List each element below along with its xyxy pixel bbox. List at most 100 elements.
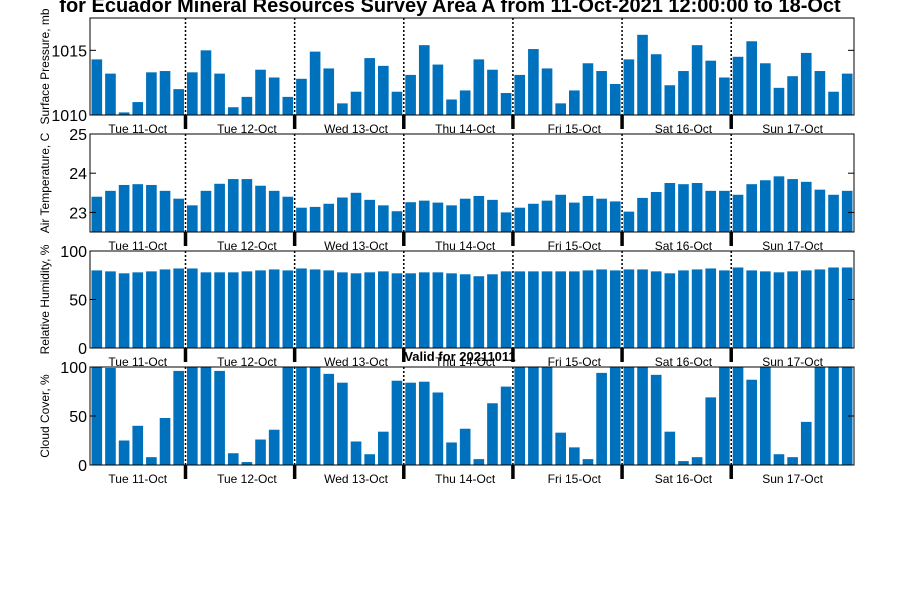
chart-bar bbox=[773, 176, 785, 232]
chart-bar bbox=[664, 85, 676, 115]
chart-panels: 1010 1015 Tue 11-Oct Tue 12-Oct Wed 13-Oct Th… bbox=[38, 8, 855, 486]
chart-bar bbox=[459, 428, 471, 465]
chart-bar bbox=[268, 269, 280, 348]
chart-bar bbox=[418, 200, 430, 232]
chart-bar bbox=[664, 431, 676, 465]
chart-bar bbox=[159, 417, 171, 465]
chart-bar bbox=[582, 459, 594, 465]
chart-bar bbox=[500, 212, 512, 232]
chart-bar bbox=[814, 269, 826, 348]
chart-bar bbox=[227, 107, 239, 115]
chart-bar bbox=[391, 380, 403, 465]
y-tick-label: 0 bbox=[78, 458, 87, 475]
chart-bar bbox=[200, 367, 212, 465]
chart-bar bbox=[841, 367, 853, 465]
chart-bar bbox=[719, 190, 730, 232]
chart-bar bbox=[173, 268, 184, 348]
chart-bar bbox=[555, 432, 566, 465]
x-day-label: Sat 16-Oct bbox=[655, 472, 713, 486]
chart-bar bbox=[268, 429, 280, 465]
chart-bar bbox=[650, 192, 662, 232]
chart-bar bbox=[159, 190, 171, 232]
chart-bar bbox=[609, 201, 621, 232]
x-day-label: Sun 17-Oct bbox=[762, 122, 823, 136]
chart-bar bbox=[337, 103, 348, 115]
x-day-label: Tue 11-Oct bbox=[108, 355, 167, 369]
chart-bar bbox=[800, 52, 812, 115]
x-day-label: Sun 17-Oct bbox=[762, 472, 823, 486]
y-axis-label: Surface Pressure, mb bbox=[38, 8, 52, 124]
x-day-label: Thu 14-Oct bbox=[435, 239, 496, 253]
chart-bar bbox=[528, 367, 539, 465]
chart-bar bbox=[432, 392, 444, 465]
chart-bar bbox=[296, 367, 307, 465]
chart-bar bbox=[446, 273, 457, 348]
chart-bar bbox=[760, 63, 771, 115]
chart-bar bbox=[255, 69, 266, 115]
chart-panel: 0 50 100 Tue 11-Oct Tue 12-Oct Wed 13-Oct Thu … bbox=[38, 244, 855, 369]
x-day-label: Sat 16-Oct bbox=[655, 122, 713, 136]
chart-bar bbox=[814, 189, 826, 232]
chart-bar bbox=[678, 461, 689, 465]
chart-bar bbox=[159, 71, 171, 115]
chart-bar bbox=[146, 457, 157, 465]
y-tick-label: 1010 bbox=[51, 108, 87, 125]
chart-bar bbox=[350, 192, 362, 232]
chart-bar bbox=[678, 71, 689, 115]
chart-bar bbox=[405, 202, 416, 232]
chart-bar bbox=[609, 270, 621, 348]
chart-bar bbox=[432, 64, 444, 115]
chart-bar bbox=[378, 271, 389, 348]
chart-bar bbox=[473, 276, 485, 348]
chart-bar bbox=[569, 202, 580, 232]
chart-bar bbox=[555, 271, 566, 348]
chart-bar bbox=[678, 184, 689, 232]
chart-bar bbox=[760, 180, 771, 232]
chart-bar bbox=[91, 196, 103, 232]
y-axis-label: Cloud Cover, % bbox=[38, 374, 52, 458]
chart-bar bbox=[418, 381, 430, 465]
chart-bar bbox=[623, 59, 635, 115]
chart-bar bbox=[323, 203, 335, 232]
chart-bar bbox=[596, 198, 607, 232]
chart-bar bbox=[814, 71, 826, 115]
chart-bar bbox=[678, 270, 689, 348]
chart-bar bbox=[364, 199, 375, 232]
chart-bar bbox=[487, 199, 498, 232]
chart-bar bbox=[309, 51, 321, 115]
chart-bar bbox=[241, 462, 253, 465]
chart-bar bbox=[623, 269, 635, 348]
chart-bar bbox=[637, 269, 648, 348]
chart-bar bbox=[323, 373, 335, 465]
figure-title: for Ecuador Mineral Resources Survey Are… bbox=[59, 0, 841, 17]
chart-bar bbox=[350, 273, 362, 348]
chart-bar bbox=[173, 198, 184, 232]
chart-bar bbox=[309, 206, 321, 232]
x-day-label: Fri 15-Oct bbox=[548, 122, 602, 136]
chart-bar bbox=[528, 203, 539, 232]
chart-bar bbox=[391, 91, 403, 115]
x-day-label: Wed 13-Oct bbox=[324, 472, 388, 486]
chart-bar bbox=[282, 367, 294, 465]
x-day-label: Tue 12-Oct bbox=[217, 472, 277, 486]
chart-bar bbox=[732, 367, 744, 465]
chart-bar bbox=[282, 270, 294, 348]
chart-bar bbox=[132, 272, 144, 348]
chart-bar bbox=[296, 207, 307, 232]
chart-bar bbox=[118, 184, 130, 232]
chart-bar bbox=[432, 272, 444, 348]
chart-bar bbox=[378, 65, 389, 115]
chart-bar bbox=[187, 72, 198, 115]
chart-bar bbox=[337, 272, 348, 348]
chart-bar bbox=[446, 99, 457, 115]
x-day-label: Tue 11-Oct bbox=[108, 122, 167, 136]
chart-panel: 23 24 25 Tue 11-Oct Tue 12-Oct Wed 13-Oct Thu … bbox=[38, 127, 855, 253]
chart-bar bbox=[227, 179, 239, 232]
chart-bar bbox=[214, 183, 225, 232]
chart-bar bbox=[132, 102, 144, 115]
x-day-label: Sun 17-Oct bbox=[762, 239, 823, 253]
chart-bar bbox=[391, 273, 403, 348]
chart-bar bbox=[800, 181, 812, 232]
chart-bar bbox=[473, 459, 485, 465]
